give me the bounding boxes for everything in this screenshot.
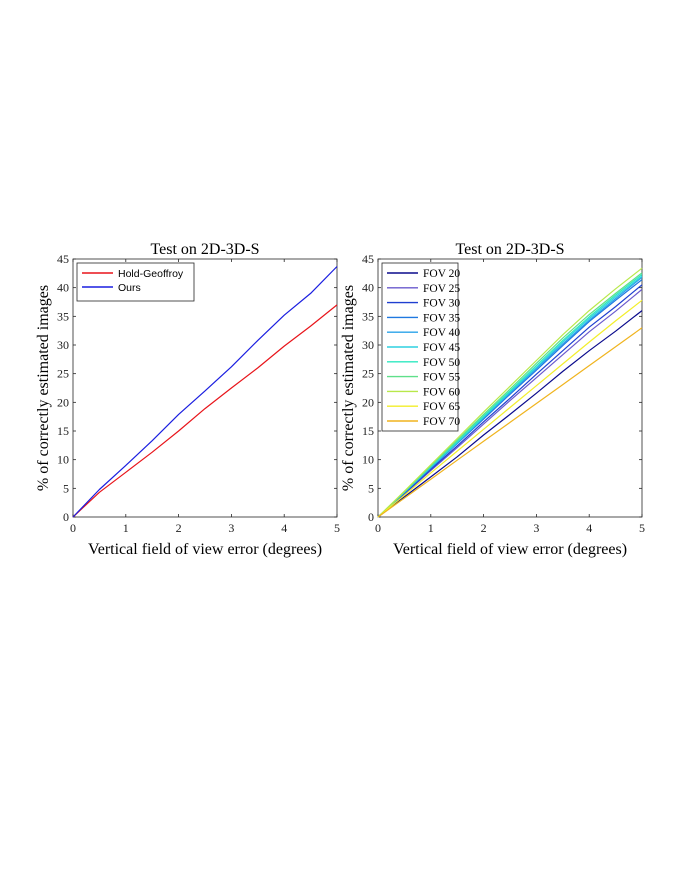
y-tick-label: 15 (362, 424, 374, 438)
y-tick-label: 0 (368, 510, 374, 524)
x-tick-label: 3 (533, 521, 539, 535)
y-tick-label: 25 (57, 367, 69, 381)
series-line-fov-20 (377, 310, 643, 518)
series-line-fov-25 (377, 288, 643, 518)
legend-label: FOV 20 (423, 268, 460, 280)
y-axis-label: % of correctly estimated images (340, 285, 357, 491)
legend-label: FOV 70 (423, 416, 460, 428)
series-line-fov-55 (377, 272, 643, 518)
y-tick-label: 40 (362, 281, 374, 295)
legend: FOV 20 FOV 25 FOV 30 FOV 35 FOV 40 FOV 45 FOV … (381, 262, 460, 432)
x-tick-label: 2 (481, 521, 487, 535)
series-line-ours (72, 266, 338, 518)
y-tick-label: 10 (362, 453, 374, 467)
series-line-fov-65 (377, 299, 643, 518)
legend-label: FOV 40 (423, 327, 460, 339)
legend-label: Ours (118, 282, 141, 294)
series-line-fov-30 (377, 284, 643, 518)
y-tick-label: 45 (362, 252, 374, 266)
x-tick-label: 5 (334, 521, 340, 535)
y-tick-label: 10 (57, 453, 69, 467)
plot-frame (377, 258, 643, 518)
legend-box (76, 262, 195, 302)
x-axis-label: Vertical field of view error (degrees) (88, 541, 322, 558)
legend-label: FOV 25 (423, 283, 460, 295)
x-tick-label: 5 (639, 521, 645, 535)
x-tick-label: 4 (586, 521, 592, 535)
legend-label: FOV 30 (423, 298, 460, 310)
y-tick-label: 35 (362, 309, 374, 323)
legend-label: FOV 45 (423, 342, 460, 354)
series-line-fov-70 (377, 327, 643, 518)
legend: Hold-Geoffroy Ours (76, 262, 195, 302)
legend-label: FOV 65 (423, 401, 460, 413)
y-tick-label: 5 (63, 481, 69, 495)
y-tick-label: 0 (63, 510, 69, 524)
legend-label: FOV 35 (423, 312, 460, 324)
y-tick-label: 45 (57, 252, 69, 266)
x-tick-label: 1 (123, 521, 129, 535)
x-tick-label: 1 (428, 521, 434, 535)
y-tick-label: 15 (57, 424, 69, 438)
x-axis-label: Vertical field of view error (degrees) (393, 541, 627, 558)
x-tick-label: 0 (375, 521, 381, 535)
chart-title: Test on 2D-3D-S (455, 241, 564, 258)
x-tick-label: 4 (281, 521, 287, 535)
y-tick-label: 20 (362, 395, 374, 409)
legend-label: FOV 50 (423, 357, 460, 369)
series-line-hold-geoffroy (72, 304, 338, 518)
series-line-fov-60 (377, 267, 643, 518)
x-tick-label: 3 (228, 521, 234, 535)
y-tick-label: 40 (57, 281, 69, 295)
y-tick-label: 30 (57, 338, 69, 352)
legend-label: FOV 60 (423, 386, 460, 398)
legend-label: Hold-Geoffroy (118, 268, 184, 280)
y-tick-label: 35 (57, 309, 69, 323)
chart-title: Test on 2D-3D-S (150, 241, 259, 258)
x-tick-label: 0 (70, 521, 76, 535)
x-tick-label: 2 (176, 521, 182, 535)
y-tick-label: 25 (362, 367, 374, 381)
y-tick-label: 5 (368, 481, 374, 495)
y-tick-label: 30 (362, 338, 374, 352)
y-axis-label: % of correctly estimated images (35, 285, 52, 491)
legend-label: FOV 55 (423, 372, 460, 384)
y-tick-label: 20 (57, 395, 69, 409)
plot-frame (72, 258, 338, 518)
